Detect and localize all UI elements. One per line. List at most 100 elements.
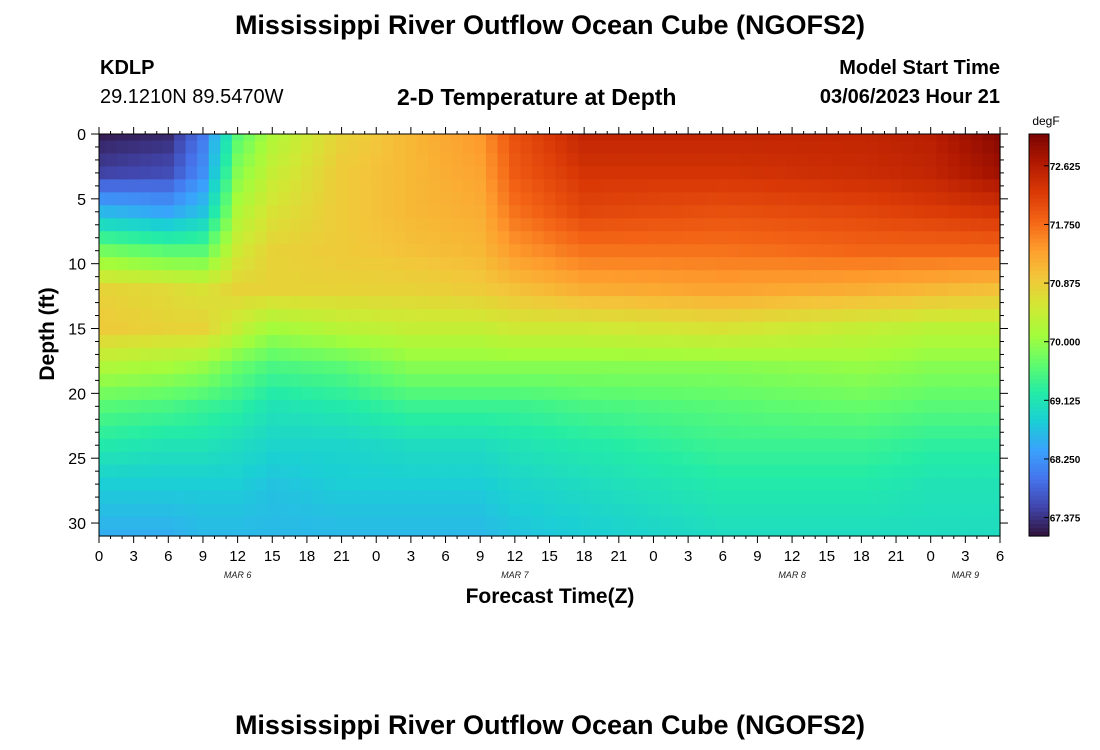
heatmap-cell: [890, 412, 903, 427]
heatmap-cell: [289, 360, 302, 375]
heatmap-cell: [971, 322, 984, 336]
heatmap-cell: [566, 425, 579, 440]
heatmap-cell: [867, 477, 880, 492]
heatmap-cell: [751, 283, 764, 297]
heatmap-cell: [99, 244, 106, 258]
heatmap-cell: [555, 347, 568, 362]
heatmap-cell: [243, 322, 256, 336]
heatmap-cell: [99, 516, 106, 531]
heatmap-cell: [347, 244, 360, 258]
heatmap-cell: [751, 347, 764, 362]
heatmap-cell: [127, 179, 141, 193]
heatmap-cell: [439, 386, 452, 401]
colorbar-segment: [1029, 326, 1049, 332]
heatmap-cell: [566, 399, 579, 414]
heatmap-cell: [670, 153, 683, 168]
heatmap-cell: [959, 283, 972, 297]
heatmap-cell: [578, 451, 591, 466]
heatmap-cell: [601, 270, 614, 284]
heatmap-cell: [405, 503, 418, 518]
heatmap-cell: [220, 270, 233, 284]
colorbar-segment: [1029, 503, 1049, 509]
heatmap-cell: [99, 192, 106, 206]
heatmap-cell: [589, 257, 603, 271]
heatmap-cell: [647, 218, 660, 232]
heatmap-cell: [462, 425, 476, 440]
heatmap-cell: [358, 386, 372, 401]
heatmap-cell: [266, 134, 279, 142]
heatmap-cell: [127, 283, 141, 297]
heatmap-cell: [578, 399, 591, 414]
heatmap-cell: [150, 244, 164, 258]
heatmap-cell: [613, 205, 626, 219]
heatmap-cell: [728, 335, 741, 349]
heatmap-cell: [127, 166, 141, 180]
heatmap-cell: [485, 335, 499, 349]
heatmap-cell: [474, 231, 487, 245]
heatmap-cell: [335, 231, 348, 245]
heatmap-cell: [624, 425, 637, 440]
heatmap-cell: [278, 296, 291, 310]
heatmap-cell: [994, 322, 1001, 336]
heatmap-cell: [763, 464, 776, 479]
heatmap-cell: [185, 244, 198, 258]
heatmap-cell: [162, 438, 175, 453]
heatmap-cell: [347, 179, 360, 193]
heatmap-cell: [462, 218, 476, 232]
heatmap-cell: [971, 309, 984, 323]
heatmap-cell: [382, 153, 395, 168]
heatmap-cell: [936, 360, 949, 375]
heatmap-cell: [948, 283, 961, 297]
heatmap-cell: [393, 296, 406, 310]
heatmap-cell: [324, 503, 337, 518]
heatmap-cell: [289, 412, 302, 427]
heatmap-cell: [705, 153, 718, 168]
heatmap-cell: [624, 438, 637, 453]
heatmap-cell: [99, 347, 106, 362]
heatmap-cell: [705, 373, 718, 388]
heatmap-cell: [139, 347, 152, 362]
y-tick-label: 25: [68, 451, 86, 468]
heatmap-cell: [670, 503, 683, 518]
heatmap-cell: [254, 386, 268, 401]
heatmap-cell: [428, 529, 441, 537]
heatmap-cell: [647, 386, 660, 401]
heatmap-cell: [555, 451, 568, 466]
heatmap-cell: [948, 140, 961, 155]
heatmap-cell: [901, 451, 914, 466]
heatmap-cell: [728, 399, 741, 414]
heatmap-cell: [740, 412, 753, 427]
heatmap-cell: [370, 516, 383, 531]
heatmap-cell: [751, 399, 764, 414]
heatmap-cell: [104, 134, 117, 142]
heatmap-cell: [347, 140, 360, 155]
heatmap-cell: [497, 322, 510, 336]
heatmap-cell: [693, 257, 707, 271]
heatmap-cell: [150, 218, 164, 232]
colorbar-segment: [1029, 419, 1049, 425]
heatmap-cell: [185, 335, 198, 349]
heatmap-cell: [174, 153, 187, 168]
heatmap-cell: [578, 153, 591, 168]
heatmap-cell: [774, 335, 787, 349]
heatmap-cell: [497, 373, 510, 388]
heatmap-cell: [462, 134, 476, 142]
heatmap-cell: [624, 166, 637, 180]
heatmap-cell: [832, 257, 845, 271]
heatmap-cell: [716, 516, 730, 531]
heatmap-cell: [705, 399, 718, 414]
heatmap-cell: [347, 347, 360, 362]
heatmap-cell: [820, 438, 834, 453]
heatmap-cell: [312, 516, 325, 531]
heatmap-cell: [254, 218, 268, 232]
heatmap-cell: [613, 309, 626, 323]
heatmap-cell: [613, 335, 626, 349]
heatmap-cell: [716, 140, 730, 155]
heatmap-cell: [174, 296, 187, 310]
heatmap-cell: [682, 464, 695, 479]
heatmap-cell: [174, 166, 187, 180]
heatmap-cell: [624, 347, 637, 362]
heatmap-cell: [682, 218, 695, 232]
heatmap-cell: [347, 218, 360, 232]
